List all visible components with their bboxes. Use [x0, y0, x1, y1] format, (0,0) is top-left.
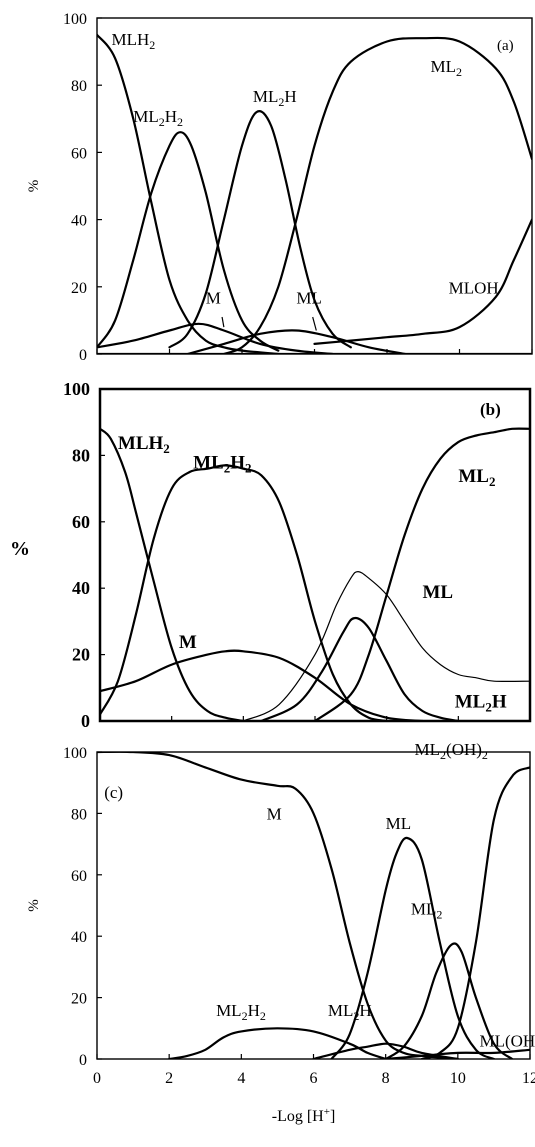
x-tick-label: 12	[522, 1070, 535, 1087]
x-tick-label: 8	[382, 1070, 390, 1087]
species-label: ML	[386, 814, 412, 833]
series-line-ml	[330, 836, 495, 1059]
label-pointer	[312, 316, 317, 331]
panel-label: (a)	[497, 38, 514, 54]
species-label: M	[179, 632, 197, 653]
x-tick-label: 0	[93, 1070, 101, 1087]
label-pointer	[221, 316, 225, 328]
species-label: ML(OH)	[479, 1032, 535, 1051]
series-line-m	[97, 322, 334, 354]
species-label: ML2	[431, 57, 463, 79]
series-line-ml2h2	[100, 464, 388, 721]
y-tick-label: 60	[72, 512, 90, 532]
species-label: MLH2	[118, 433, 170, 456]
species-label: ML2(OH)2	[415, 740, 488, 762]
species-label: ML2H	[455, 692, 507, 715]
species-label: MLH2	[112, 30, 156, 52]
y-axis-label: %	[10, 538, 30, 560]
species-label: M	[206, 289, 221, 308]
x-axis-label: -Log [H+]	[272, 1106, 336, 1125]
series-line-ml2h	[260, 616, 460, 721]
series-line-m	[100, 649, 424, 721]
y-axis-label: %	[26, 180, 42, 193]
species-label: ML2H2	[193, 453, 251, 476]
y-tick-label: 40	[71, 213, 87, 230]
species-label: ML2	[458, 466, 495, 489]
species-label: ML2H2	[216, 1001, 266, 1023]
y-tick-label: 40	[71, 929, 87, 946]
species-label: ML2	[411, 900, 443, 922]
species-label: ML2H	[253, 87, 297, 109]
chart-panel-c: 0 20 40 60 80 100 0 2 4 6 8 10 12% -Log [H+] (c) M ML ML2…	[26, 740, 535, 1125]
series-line-ml2	[313, 427, 530, 721]
chart-panel-b: 0 20 40 60 80 100% (b) MLH2 ML2H2 M ML2 ML ML2H	[10, 379, 532, 731]
x-tick-label: 2	[165, 1070, 173, 1087]
species-label: M	[267, 805, 282, 824]
y-tick-label: 60	[71, 868, 87, 885]
y-tick-label: 100	[63, 11, 87, 28]
species-label: ML2H	[328, 1001, 372, 1023]
chart-panel-a: 0 20 40 60 80 100% (a) MLH2 ML2H2 ML2H ML2 MLOH M ML	[26, 11, 533, 364]
y-tick-label: 100	[63, 745, 87, 762]
series-line-ml2	[384, 942, 514, 1059]
y-tick-label: 100	[63, 379, 90, 399]
y-tick-label: 20	[72, 645, 90, 665]
y-tick-label: 0	[81, 711, 90, 731]
y-tick-label: 20	[71, 280, 87, 297]
y-tick-label: 80	[72, 445, 90, 465]
species-label: ML	[296, 289, 322, 308]
series-line-ml-oh-	[384, 1048, 530, 1059]
y-tick-label: 0	[79, 347, 87, 364]
x-tick-label: 10	[450, 1070, 466, 1087]
species-label: (c)	[104, 783, 123, 802]
series-line-m	[97, 752, 459, 1059]
series-line-ml2-oh-2	[420, 766, 530, 1059]
species-label: ML2H2	[133, 107, 183, 129]
series-line-mlh2	[100, 427, 245, 721]
series-line-ml2h	[168, 110, 352, 349]
y-tick-label: 80	[71, 806, 87, 823]
species-label: ML	[423, 582, 454, 603]
y-tick-label: 0	[79, 1052, 87, 1069]
plot-frame	[96, 751, 531, 1060]
y-tick-label: 40	[72, 578, 90, 598]
series-line-mloh	[313, 218, 532, 345]
series-line-ml2	[222, 36, 532, 354]
species-label: MLOH	[449, 279, 499, 298]
x-tick-label: 4	[237, 1070, 245, 1087]
y-tick-label: 20	[71, 991, 87, 1008]
x-tick-label: 6	[310, 1070, 318, 1087]
y-axis-label: %	[26, 899, 42, 912]
series-line-ml2h2	[168, 1027, 387, 1059]
series-line-ml2h2	[97, 131, 280, 352]
series-line-mlh2	[97, 33, 280, 354]
y-tick-label: 80	[71, 78, 87, 95]
series-line-ml2h	[312, 1042, 459, 1059]
panel-label: (b)	[480, 400, 501, 419]
series-line-ml	[186, 329, 407, 354]
y-tick-label: 60	[71, 145, 87, 162]
